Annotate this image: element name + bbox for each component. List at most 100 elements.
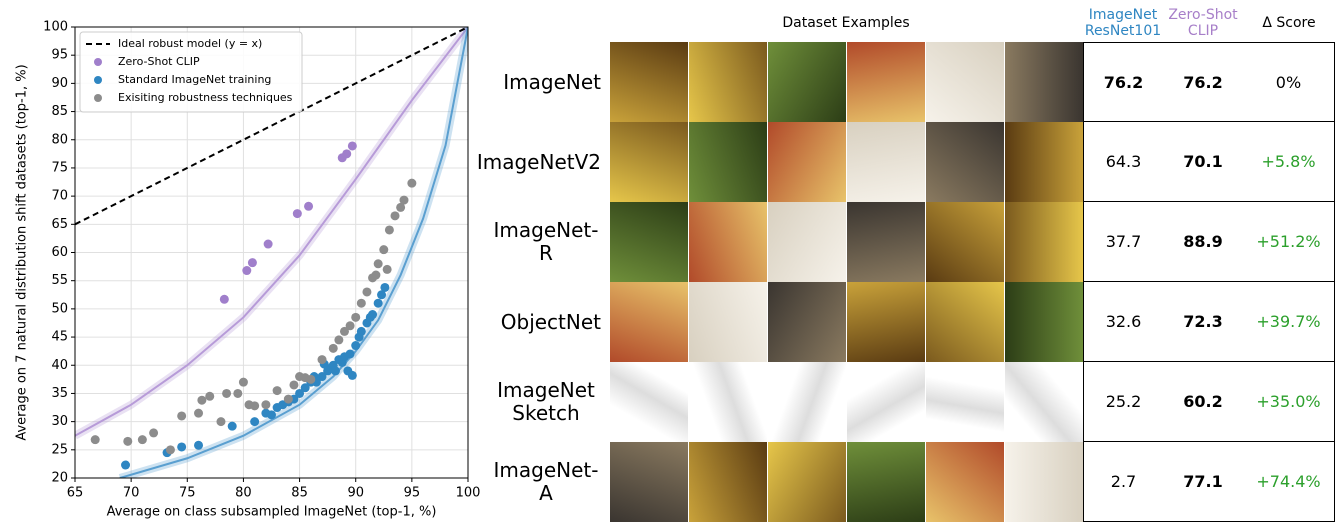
example-image (767, 282, 846, 362)
point (238, 377, 248, 387)
point (194, 408, 204, 418)
example-image (609, 122, 688, 202)
header: Dataset Examples (782, 15, 910, 31)
example-image (609, 202, 688, 282)
example-image (1004, 42, 1083, 122)
score-cell: 88.9 (1163, 202, 1243, 282)
example-image (1004, 282, 1083, 362)
score-cell: 76.2 (1163, 42, 1243, 122)
score-cell: 72.3 (1163, 282, 1243, 362)
example-image (925, 362, 1004, 442)
y-tick-label: 40 (51, 358, 68, 373)
point (368, 310, 378, 320)
y-tick-label: 80 (51, 132, 68, 147)
point (373, 259, 383, 269)
point (137, 435, 147, 445)
spacer (491, 4, 609, 42)
score-cell: +5.8% (1243, 122, 1335, 202)
example-image (688, 122, 767, 202)
score-cell: 60.2 (1163, 362, 1243, 442)
legend-label: Standard ImageNet training (118, 73, 271, 86)
y-tick-label: 35 (51, 386, 68, 401)
point (304, 201, 314, 211)
example-image (1004, 202, 1083, 282)
point (377, 290, 387, 300)
point (396, 202, 406, 212)
example-image (1004, 442, 1083, 522)
point (289, 380, 299, 390)
point (345, 321, 355, 331)
line (74, 26, 469, 226)
fit-curve (119, 27, 468, 478)
point (165, 445, 175, 455)
point (380, 282, 390, 292)
point (300, 383, 310, 393)
point (227, 421, 237, 431)
example-image (767, 442, 846, 522)
y-tick-label: 100 (43, 20, 68, 35)
y-tick-label: 45 (51, 330, 68, 345)
y-tick-label: 65 (51, 217, 68, 232)
y-tick-label: 85 (51, 104, 68, 119)
point (121, 460, 131, 470)
y-axis-label: Average on 7 natural distribution shift … (15, 64, 30, 440)
score-cell: 2.7 (1083, 442, 1163, 522)
x-tick-label: 65 (67, 486, 84, 501)
example-image (688, 42, 767, 122)
point (90, 435, 100, 445)
point (292, 209, 302, 219)
point (384, 225, 394, 235)
example-image (609, 442, 688, 522)
point (334, 335, 344, 345)
point (373, 298, 383, 308)
dataset-table: Dataset Examples ImageNet ResNet101 Zero… (477, 4, 1335, 522)
point (267, 410, 276, 420)
row-name: ImageNet Sketch (497, 378, 595, 425)
example-image (846, 202, 925, 282)
point (216, 417, 226, 427)
example-image (925, 202, 1004, 282)
y-tick-label: 75 (51, 160, 68, 175)
x-tick-label: 90 (347, 486, 364, 501)
point (328, 343, 338, 353)
point (250, 401, 260, 411)
point (382, 264, 392, 274)
example-image (767, 42, 846, 122)
example-image (688, 202, 767, 282)
point (194, 440, 204, 450)
example-image (609, 282, 688, 362)
score-cell: +74.4% (1243, 442, 1335, 522)
row-name: ImageNet-R (493, 218, 599, 265)
plot-frame (74, 26, 469, 479)
point (233, 388, 243, 398)
example-image (767, 122, 846, 202)
legend-label: Ideal robust model (y = x) (118, 37, 262, 50)
score-cell: 77.1 (1163, 442, 1243, 522)
score-cell: 0% (1243, 42, 1335, 122)
example-image (846, 282, 925, 362)
point (362, 287, 372, 297)
x-tick-label: 100 (456, 486, 480, 501)
point (351, 312, 361, 322)
point (351, 341, 361, 351)
y-tick-label: 20 (51, 471, 68, 486)
point (390, 211, 400, 221)
point (250, 417, 260, 427)
score-cell: 25.2 (1083, 362, 1163, 442)
point (306, 374, 316, 384)
score-cell: 76.2 (1083, 42, 1163, 122)
score-cell: 64.3 (1083, 122, 1163, 202)
point (272, 386, 282, 396)
point (356, 326, 366, 336)
point (177, 442, 187, 452)
example-image (609, 362, 688, 442)
x-axis-label: Average on class subsampled ImageNet (to… (107, 505, 437, 520)
example-image (925, 42, 1004, 122)
score-cell: +35.0% (1243, 362, 1335, 442)
point (356, 298, 366, 308)
score-cell: 32.6 (1083, 282, 1163, 362)
example-image (688, 442, 767, 522)
y-tick-label: 70 (51, 189, 68, 204)
row-name: ImageNet-A (493, 458, 599, 505)
